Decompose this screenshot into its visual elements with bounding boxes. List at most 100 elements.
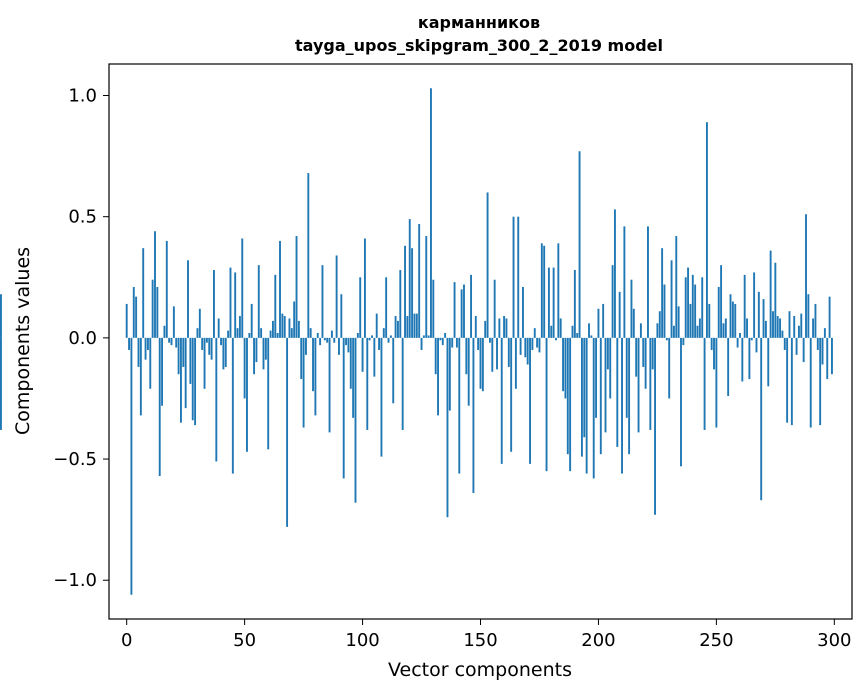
x-tick-label: 0 (121, 630, 132, 651)
bar (736, 337, 739, 348)
bar (432, 279, 435, 338)
bar (210, 337, 213, 360)
bar (196, 328, 199, 338)
bar (406, 316, 409, 338)
bar (571, 325, 574, 338)
bar (297, 320, 300, 338)
bar (797, 325, 800, 338)
bar (741, 337, 744, 382)
bar (628, 337, 631, 455)
bar (583, 337, 586, 438)
bar (271, 320, 274, 338)
bar (137, 337, 140, 367)
bar (307, 173, 310, 338)
bar (569, 337, 572, 472)
bar (491, 337, 494, 372)
bar (597, 308, 600, 338)
x-tick-label: 300 (817, 630, 851, 651)
bar (517, 216, 520, 338)
bar (229, 267, 232, 338)
bar (250, 303, 253, 338)
bar (630, 279, 633, 338)
bar (151, 279, 154, 338)
bar (217, 318, 220, 338)
bar (682, 337, 685, 346)
bar (170, 337, 173, 346)
bar (755, 337, 758, 353)
bar (394, 316, 397, 338)
bar (753, 272, 756, 338)
bar (165, 240, 168, 338)
bar (484, 320, 487, 338)
bar (680, 337, 682, 467)
bar (255, 337, 258, 363)
bar (146, 337, 149, 350)
bar (397, 320, 399, 338)
bar (276, 333, 279, 338)
bar (441, 337, 444, 346)
bar (279, 240, 281, 338)
bar (246, 337, 248, 452)
bar (691, 274, 694, 338)
bar (479, 337, 482, 389)
bar (335, 255, 338, 338)
bar (387, 337, 390, 343)
bar (557, 243, 560, 338)
bar (460, 289, 463, 338)
bar (180, 337, 182, 423)
bar (201, 337, 204, 350)
bar (314, 337, 317, 416)
x-tick-label: 100 (345, 630, 379, 651)
bar (821, 337, 824, 365)
bar (446, 337, 449, 518)
bar (684, 277, 687, 338)
bar (663, 284, 666, 338)
bar (800, 313, 803, 338)
bar (198, 308, 201, 338)
bar (776, 316, 779, 338)
bar (547, 267, 550, 338)
bar (675, 236, 678, 338)
bar (623, 226, 626, 338)
bar (812, 318, 815, 338)
bar (0, 337, 2, 430)
bar (703, 337, 706, 430)
bar (507, 337, 510, 367)
bar (340, 294, 343, 338)
bar (345, 337, 347, 346)
bar (672, 325, 675, 338)
bar (524, 337, 527, 358)
bar (590, 335, 593, 338)
bar (359, 277, 362, 338)
bar (786, 337, 789, 423)
bar (305, 337, 307, 355)
bar (158, 337, 161, 476)
bar (618, 291, 621, 338)
bar (392, 337, 395, 404)
bar (328, 337, 331, 433)
bar (805, 214, 807, 338)
bar (300, 337, 303, 380)
bar (347, 337, 350, 353)
bar (578, 151, 581, 338)
bar (514, 337, 517, 389)
bar (814, 303, 817, 338)
bar (592, 337, 595, 479)
bar (639, 323, 642, 338)
bar (564, 337, 567, 399)
bar (321, 265, 324, 338)
x-tick-label: 200 (581, 630, 615, 651)
bar (625, 337, 628, 418)
bar (290, 328, 293, 338)
bar (408, 219, 411, 338)
bar (687, 267, 690, 338)
bar (831, 337, 833, 375)
bar (203, 337, 206, 389)
bar (550, 325, 553, 338)
bar (264, 337, 267, 360)
bar (647, 226, 649, 338)
bar (342, 337, 345, 479)
bar (746, 318, 748, 338)
bar (227, 330, 230, 338)
